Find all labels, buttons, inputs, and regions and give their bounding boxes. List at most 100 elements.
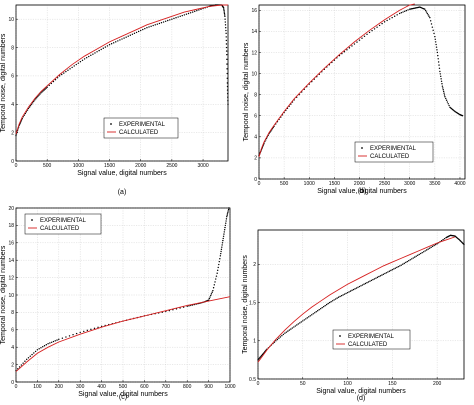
- x-tick-label: 50: [300, 381, 306, 387]
- experimental-point: [393, 15, 396, 17]
- experimental-point: [368, 31, 371, 34]
- experimental-point: [409, 259, 411, 261]
- experimental-point: [287, 330, 289, 332]
- experimental-point: [442, 90, 445, 93]
- x-tick-label: 4000: [454, 181, 465, 187]
- experimental-point: [224, 18, 226, 20]
- experimental-point: [284, 332, 286, 334]
- experimental-point: [104, 46, 107, 48]
- experimental-point: [175, 17, 177, 19]
- experimental-point: [75, 332, 78, 335]
- experimental-point: [302, 320, 304, 322]
- plot-area: [257, 229, 465, 380]
- experimental-point: [65, 336, 67, 338]
- experimental-point: [445, 97, 447, 100]
- experimental-point: [54, 340, 56, 342]
- experimental-point: [396, 14, 398, 16]
- experimental-point: [315, 311, 317, 313]
- experimental-point: [364, 282, 367, 285]
- experimental-point: [275, 340, 277, 342]
- experimental-point: [430, 246, 432, 249]
- experimental-point: [334, 298, 337, 300]
- experimental-point: [225, 218, 228, 220]
- experimental-point: [83, 58, 86, 60]
- experimental-point: [324, 304, 326, 307]
- experimental-point: [378, 24, 381, 27]
- y-tick-label: 6: [254, 114, 257, 120]
- experimental-point: [194, 10, 196, 13]
- experimental-point: [79, 61, 82, 63]
- experimental-point: [75, 63, 77, 66]
- experimental-point: [343, 51, 346, 53]
- experimental-point: [443, 92, 445, 94]
- experimental-point: [366, 282, 368, 284]
- experimental-point: [438, 67, 441, 69]
- legend-experimental-marker: [339, 335, 341, 337]
- experimental-point: [224, 224, 227, 227]
- chart-panel-a: 0 500 1000 1500 2000 2500 3000 0 2 4 6 8 10 Signal va…: [0, 4, 229, 196]
- experimental-point: [24, 360, 26, 362]
- legend-experimental-marker: [110, 123, 112, 125]
- experimental-point: [219, 258, 221, 260]
- experimental-point: [370, 279, 373, 282]
- experimental-point: [117, 40, 119, 42]
- x-tick-label: 0: [15, 384, 18, 390]
- y-tick-label: 14: [8, 258, 14, 264]
- experimental-point: [443, 237, 446, 240]
- experimental-point: [444, 96, 446, 98]
- experimental-point: [433, 32, 435, 35]
- y-tick-label: 20: [8, 206, 14, 212]
- y-tick-label: 10: [8, 17, 14, 23]
- experimental-point: [58, 338, 60, 341]
- experimental-point: [216, 272, 218, 274]
- experimental-point: [333, 299, 335, 301]
- experimental-point: [154, 24, 156, 26]
- experimental-point: [226, 58, 228, 61]
- panel-caption: (b): [358, 188, 367, 195]
- experimental-point: [381, 274, 383, 276]
- experimental-point: [226, 63, 228, 65]
- experimental-point: [79, 331, 81, 334]
- experimental-point: [121, 38, 123, 40]
- experimental-point: [437, 61, 440, 63]
- y-tick-label: 1.5: [249, 300, 256, 306]
- experimental-point: [426, 12, 429, 15]
- experimental-point: [38, 348, 40, 350]
- experimental-point: [196, 9, 198, 12]
- experimental-point: [418, 253, 420, 256]
- experimental-point: [227, 210, 229, 212]
- experimental-point: [445, 99, 448, 101]
- x-tick-label: 3000: [197, 163, 208, 169]
- plot-frame: [258, 4, 466, 180]
- experimental-point: [353, 43, 356, 45]
- experimental-point: [226, 85, 229, 88]
- experimental-point: [209, 296, 211, 298]
- experimental-point: [357, 286, 359, 289]
- x-tick-label: 0: [258, 181, 261, 187]
- experimental-point: [398, 12, 401, 15]
- experimental-point: [226, 92, 229, 95]
- experimental-point: [337, 296, 340, 298]
- experimental-point: [288, 329, 291, 331]
- experimental-point: [225, 29, 227, 32]
- experimental-point: [223, 11, 225, 13]
- experimental-point: [212, 287, 215, 289]
- experimental-point: [217, 266, 219, 269]
- experimental-point: [325, 303, 328, 306]
- experimental-point: [424, 8, 426, 10]
- experimental-point: [223, 9, 225, 12]
- experimental-point: [299, 322, 301, 324]
- experimental-point: [411, 258, 413, 260]
- experimental-point: [173, 17, 175, 20]
- y-tick-label: 6: [11, 328, 14, 334]
- experimental-point: [225, 222, 227, 224]
- legend-experimental-label: EXPERIMENTAL: [40, 218, 87, 224]
- chart-panel-d: 0 50 100 150 200 0.5 1 1.5 2 Signal value, digita…: [242, 229, 465, 402]
- experimental-point: [211, 291, 213, 293]
- experimental-point: [434, 41, 437, 43]
- experimental-point: [215, 275, 218, 277]
- experimental-point: [71, 66, 73, 69]
- experimental-point: [393, 268, 395, 270]
- experimental-point: [290, 328, 292, 330]
- y-tick-label: 0: [11, 159, 14, 165]
